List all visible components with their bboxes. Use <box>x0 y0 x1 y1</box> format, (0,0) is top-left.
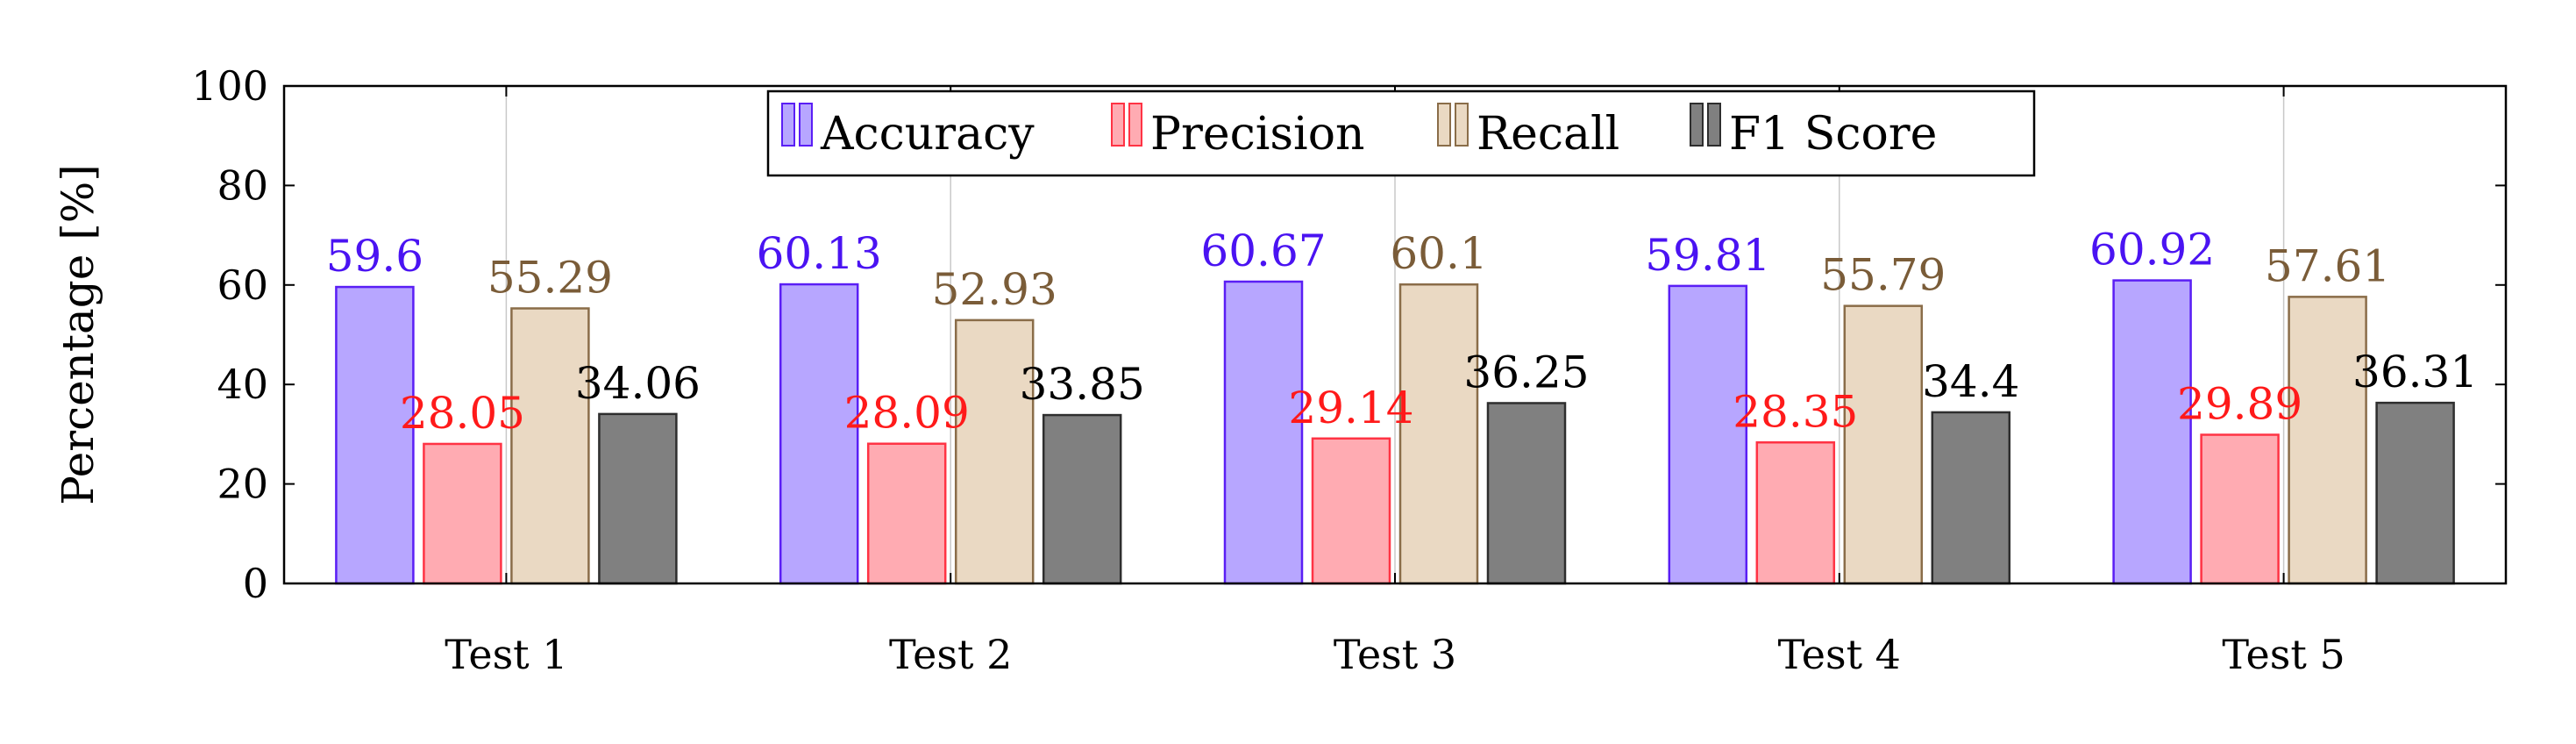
data-label: 60.67 <box>1200 225 1326 276</box>
bar-recall <box>510 307 590 585</box>
data-label: 52.93 <box>932 264 1057 315</box>
legend-swatch <box>781 103 795 147</box>
legend-swatch <box>1111 103 1125 147</box>
data-label: 34.06 <box>575 358 701 409</box>
data-label: 36.25 <box>1463 347 1589 397</box>
bars <box>335 279 2455 585</box>
legend: Accuracy Precision Recall F1 Score <box>766 89 2036 177</box>
bar-recall <box>1398 283 1479 585</box>
data-label: 57.61 <box>2265 240 2390 291</box>
legend-label: F1 Score <box>1729 108 1937 161</box>
legend-swatch <box>799 103 813 147</box>
y-axis-ticks: 0 20 40 60 80 100 <box>191 62 2506 607</box>
bar-f1-score <box>1486 402 1567 585</box>
bar-f1-score <box>1931 411 2011 585</box>
data-label: 60.92 <box>2089 225 2215 275</box>
data-label: 28.35 <box>1733 386 1858 437</box>
y-tick-label: 80 <box>217 161 268 209</box>
y-tick-label: 20 <box>217 461 268 508</box>
x-tick-label: Test 4 <box>1778 631 1901 678</box>
data-labels: 59.6 60.13 60.67 59.81 60.92 28.05 28.09 29.14 2… <box>326 225 2478 439</box>
bar-f1-score <box>1042 413 1122 585</box>
legend-swatch <box>1128 103 1142 147</box>
bar-accuracy <box>2112 279 2192 585</box>
y-tick-label: 60 <box>217 261 268 309</box>
data-label: 55.79 <box>1820 250 1946 301</box>
bar-f1-score <box>2375 401 2455 585</box>
data-label: 60.13 <box>757 228 882 279</box>
legend-label: Precision <box>1150 108 1365 161</box>
data-label: 28.09 <box>844 388 970 439</box>
data-label: 60.1 <box>1390 228 1487 279</box>
x-tick-label: Test 1 <box>445 631 567 678</box>
legend-swatch <box>1707 103 1721 147</box>
y-tick-label: 100 <box>191 62 268 110</box>
data-label: 34.4 <box>1922 356 2019 407</box>
legend-label: Recall <box>1477 108 1619 161</box>
data-label: 29.14 <box>1288 383 1413 433</box>
legend-box <box>766 89 2036 177</box>
data-label: 59.81 <box>1645 230 1770 281</box>
y-tick-label: 0 <box>243 560 268 607</box>
data-label: 59.6 <box>326 231 423 282</box>
data-label: 33.85 <box>1020 359 1145 410</box>
x-tick-label: Test 5 <box>2222 631 2345 678</box>
bar-precision <box>1311 437 1391 585</box>
legend-swatch <box>1455 103 1469 147</box>
bar-accuracy <box>1223 280 1304 585</box>
bar-accuracy <box>1668 284 1748 585</box>
x-axis-ticks: Test 1 Test 2 Test 3 Test 4 Test 5 <box>445 86 2345 678</box>
x-tick-label: Test 2 <box>889 631 1012 678</box>
y-axis-label: Percentage [%] <box>53 164 103 505</box>
bar-precision <box>2200 433 2280 585</box>
data-label: 55.29 <box>487 253 613 304</box>
bar-precision <box>1755 441 1836 585</box>
bar-recall <box>2288 296 2367 585</box>
bar-accuracy <box>335 285 415 585</box>
y-tick-label: 40 <box>217 361 268 408</box>
bar-recall <box>1843 304 1924 585</box>
legend-swatch <box>1690 103 1704 147</box>
legend-swatch <box>1437 103 1451 147</box>
bar-precision <box>423 442 502 585</box>
bar-recall <box>954 318 1035 585</box>
legend-label: Accuracy <box>820 108 1035 161</box>
x-tick-label: Test 3 <box>1334 631 1456 678</box>
bar-f1-score <box>598 412 678 585</box>
data-label: 36.31 <box>2352 347 2478 397</box>
data-label: 29.89 <box>2177 379 2302 430</box>
data-label: 28.05 <box>400 388 525 439</box>
bar-precision <box>866 442 947 585</box>
